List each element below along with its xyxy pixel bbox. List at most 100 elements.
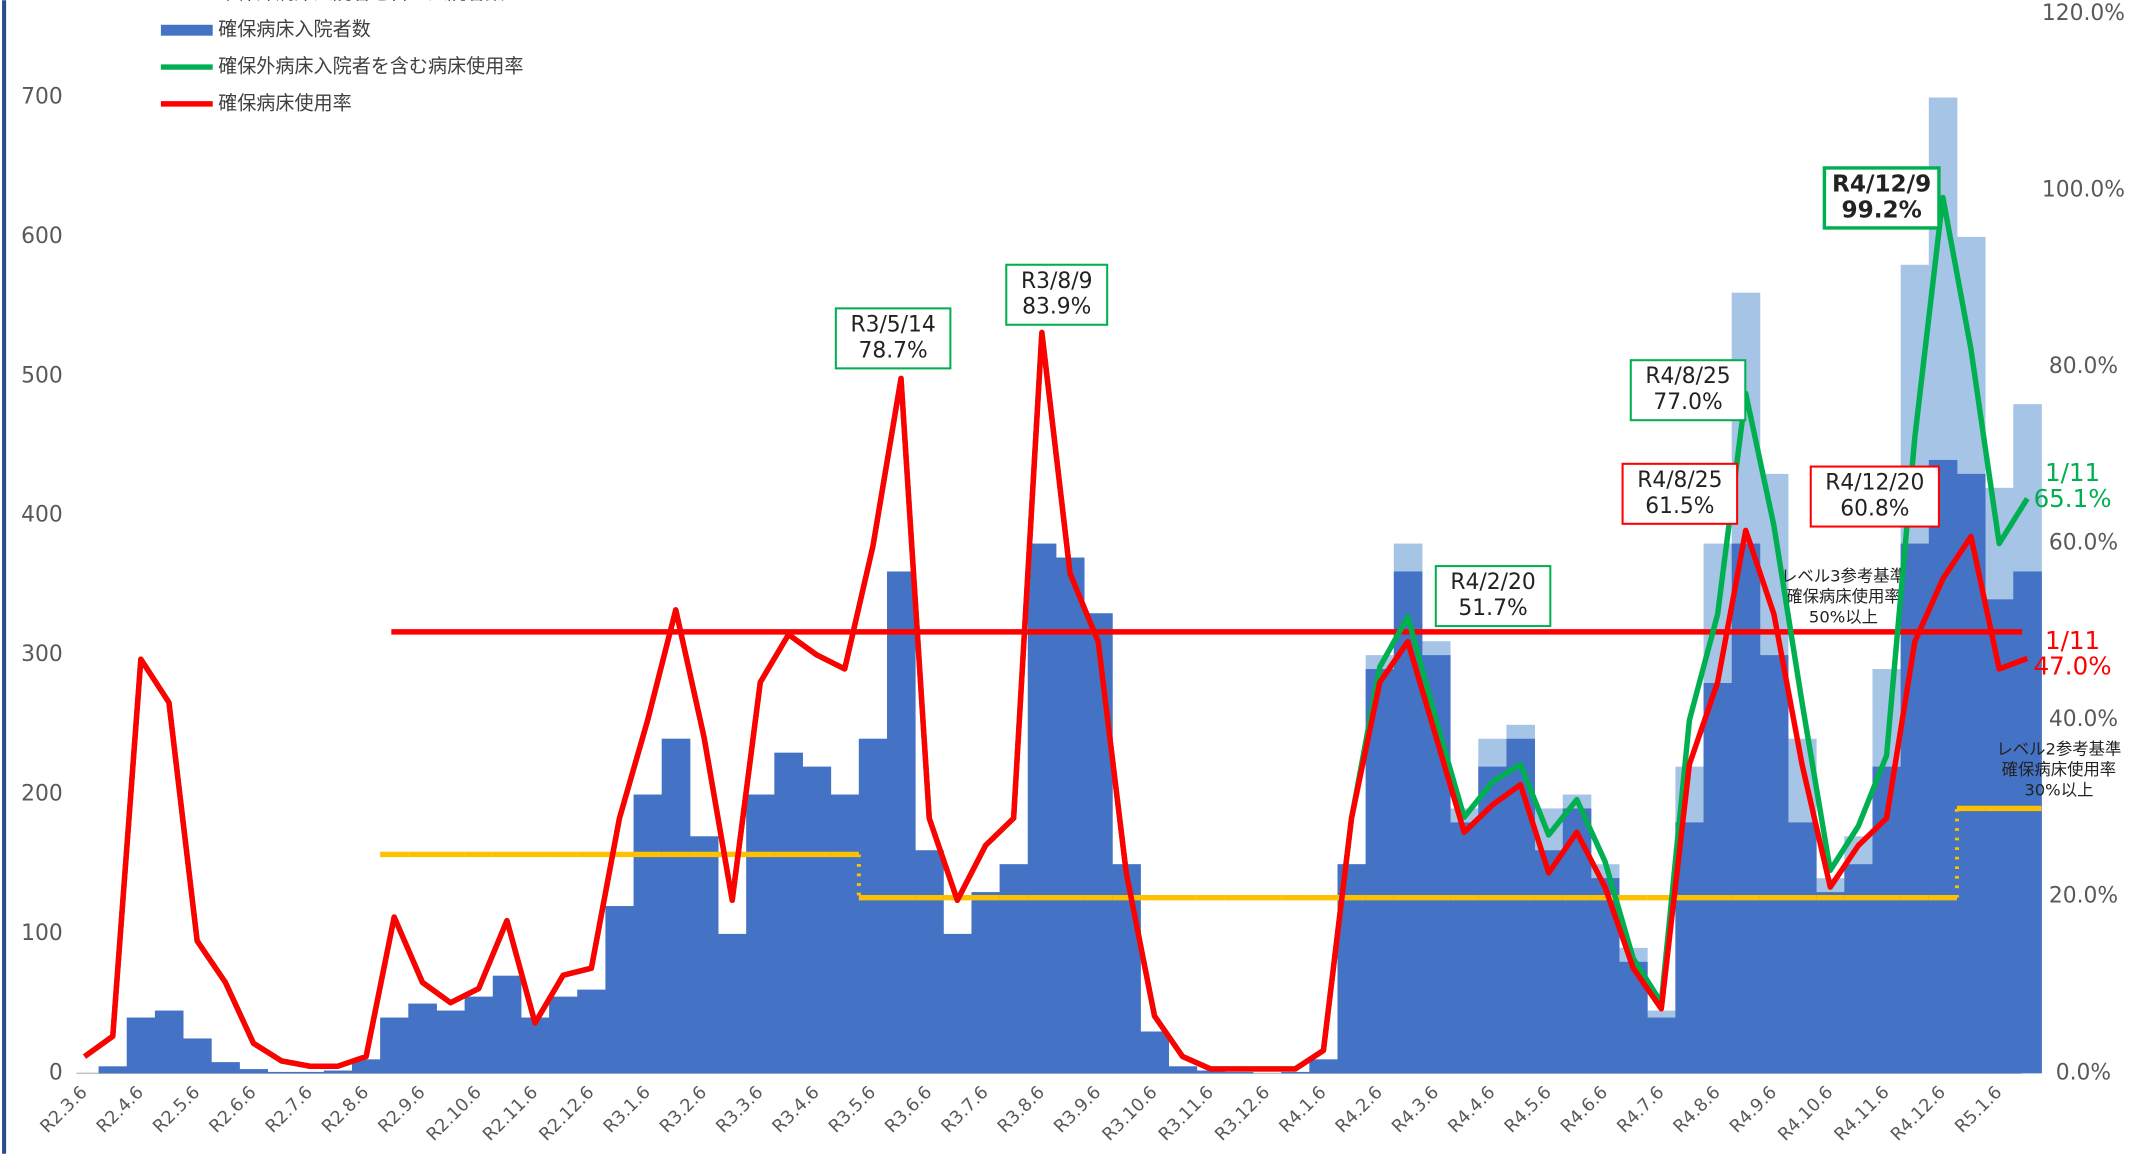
y2-tick-label: 40.0% [2049,707,2118,732]
reference-label: 30%以上 [2024,781,2093,800]
bar [1928,459,1958,1074]
bar [1731,543,1761,1074]
annotation: R3/8/983.9% [1005,263,1109,326]
bar [689,836,719,1074]
bar [1534,850,1564,1074]
bar [408,1003,437,1074]
bar [718,933,747,1074]
annotation: R4/12/999.2% [1822,166,1941,230]
annotation-text: 61.5% [1645,494,1714,519]
bar [183,1038,212,1074]
y2-tick-label: 120.0% [2042,1,2125,26]
bar [605,906,635,1074]
bar [802,766,832,1074]
y2-tick-label: 60.0% [2049,531,2118,556]
bar [1703,682,1733,1074]
y-tick-label: 300 [21,642,63,667]
bar [464,996,494,1074]
bar [1309,1059,1338,1074]
legend-swatch [160,24,213,36]
bar [98,1066,128,1074]
reference-label: 確保病床使用率 [1786,587,1901,606]
annotation-text: 65.1% [2034,484,2112,513]
reference-label: 確保病床使用率 [2002,760,2117,779]
annotation-text: R4/8/25 [1637,468,1722,493]
annotation-text: 77.0% [1653,390,1722,415]
bar [211,1062,240,1074]
reference-label: レベル3参考基準 [1781,566,1906,585]
annotation-box [1434,565,1552,628]
bar [971,892,1001,1074]
bar [323,1070,353,1074]
bar [746,794,775,1074]
bar [1196,1070,1226,1074]
bar [239,1069,268,1074]
y2-tick-label: 80.0% [2049,354,2118,379]
y-tick-label: 200 [21,782,63,807]
bar [1168,1066,1198,1074]
legend-label: 確保病床使用率 [218,92,352,114]
annotation-text: R4/2/20 [1450,570,1535,595]
annotation-text: R4/12/9 [1832,170,1931,197]
bar [577,989,606,1074]
annotation-text: 1/11 [2045,458,2100,487]
legend-label: 確保病床入院者数 [218,19,371,41]
bar [1647,1017,1676,1074]
annotation-text: 78.7% [858,338,927,363]
bar [154,1010,184,1074]
bar [1027,543,1057,1074]
legend-label: 確保外病床入院者を含む病床使用率 [218,56,523,78]
bar [1281,1071,1310,1074]
bar [1985,599,2014,1074]
bar [492,975,522,1074]
bar [943,933,972,1074]
y-tick-label: 500 [21,363,63,388]
bar [1816,892,1845,1074]
bar [661,738,691,1074]
bar [1590,878,1620,1074]
bar [1140,1031,1169,1074]
annotation-box [1629,359,1747,422]
bar [1055,557,1085,1074]
bar [1759,655,1789,1074]
annotation-text: 99.2% [1841,196,1921,223]
annotation-box [1809,465,1940,528]
annotation-text: R4/12/20 [1825,471,1924,496]
annotation-box [1822,166,1941,230]
bar [520,1017,550,1074]
bar [887,571,916,1074]
y2-tick-label: 0.0% [2056,1060,2111,1085]
legend-label: 確保外病床入院者を含む入院者数 [218,0,504,4]
line-series [82,329,2029,1072]
bar [1788,822,1817,1074]
annotation-text: 47.0% [2034,652,2112,681]
y2-tick-label: 100.0% [2042,177,2125,202]
bar [2013,571,2042,1074]
bar [830,794,860,1074]
bar [436,1010,466,1074]
annotation-box [1621,462,1739,525]
annotation-text: 51.7% [1458,596,1527,621]
annotation-text: 83.9% [1022,295,1091,320]
bar [126,1017,156,1074]
reference-label: レベル2参考基準 [1996,740,2121,759]
bar [380,1017,409,1074]
annotation-box [1005,263,1109,326]
bar [858,738,888,1074]
y-tick-label: 700 [21,85,63,110]
annotation-box [834,307,952,370]
bar [352,1059,381,1074]
annotation-text: 60.8% [1840,497,1909,522]
bar [267,1071,297,1074]
bar [915,850,944,1074]
annotation-text: R4/8/25 [1645,364,1730,389]
bar [295,1071,325,1074]
bar [549,996,578,1074]
